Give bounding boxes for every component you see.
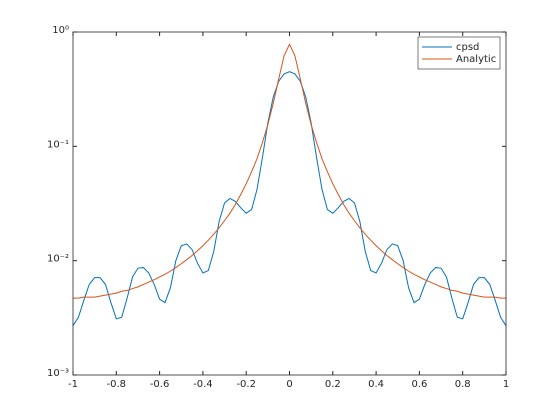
series-line: [73, 43, 506, 299]
x-tick-label: 1: [503, 379, 509, 390]
x-tick-label: -0.8: [107, 379, 127, 390]
series-line: [72, 71, 507, 326]
x-tick-label: 0.4: [368, 379, 384, 390]
y-tick-label: 10⁰: [52, 25, 69, 36]
y-tick-label: 10⁻¹: [47, 139, 69, 150]
axes-box: [72, 31, 507, 376]
y-tick-label: 10⁻³: [47, 368, 69, 379]
x-tick-label: -0.4: [193, 379, 213, 390]
x-tick-label: -1: [68, 379, 78, 390]
x-tick-label: 0.6: [411, 379, 427, 390]
legend-box: [417, 36, 501, 70]
x-tick-label: -0.6: [150, 379, 170, 390]
y-tick-label: 10⁻²: [47, 254, 69, 265]
x-tick-label: -0.2: [236, 379, 256, 390]
legend-label: cpsd: [456, 42, 479, 53]
x-tick-label: 0.2: [325, 379, 341, 390]
x-tick-label: 0: [286, 379, 292, 390]
x-tick-label: 0.8: [455, 379, 471, 390]
legend-label: Analytic: [456, 54, 496, 65]
